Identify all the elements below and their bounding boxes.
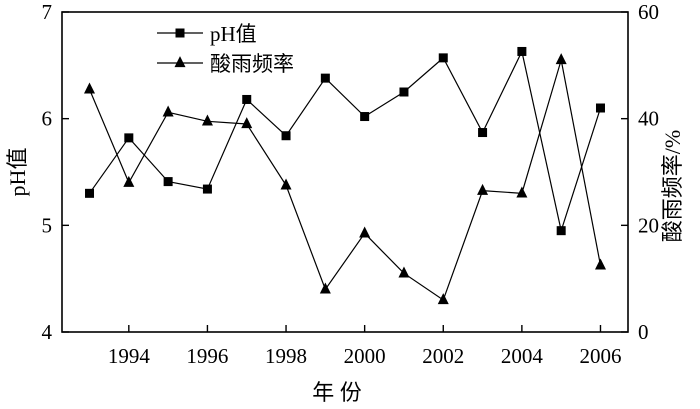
left-y-tick-label: 7	[42, 0, 53, 24]
series-2-point	[84, 82, 96, 94]
series-1-point	[320, 73, 330, 83]
plot-frame	[61, 11, 629, 333]
series-2-point	[516, 186, 528, 198]
series-1-line	[89, 49, 602, 233]
series-2-point	[437, 293, 449, 305]
x-tick-label: 2002	[422, 344, 464, 368]
x-axis-title: 年 份	[312, 380, 362, 405]
legend-item-1: pH值	[157, 22, 257, 46]
series-1-point	[360, 112, 370, 122]
series-1-point	[517, 46, 527, 56]
legend-label: 酸雨频率	[210, 52, 294, 76]
series-2-point	[162, 105, 174, 117]
series-1-point	[202, 184, 212, 194]
series-2-point	[319, 282, 331, 294]
axis-ticks: 4 5 6 7 0 20 40 60 1994 1996 1998 2000 2002 2004 2006	[42, 0, 660, 368]
left-y-tick-label: 5	[42, 213, 53, 237]
legend-marker	[175, 28, 185, 38]
axes-frame	[61, 11, 629, 333]
x-tick-label: 2006	[579, 344, 621, 368]
series-1-point	[242, 94, 252, 104]
series-layer	[84, 46, 606, 305]
left-y-tick-label: 4	[42, 320, 53, 344]
series-1-point	[556, 226, 566, 236]
series-1-point	[399, 87, 409, 97]
left-y-tick-label: 6	[42, 107, 53, 131]
series-2-point	[123, 175, 135, 187]
series-1	[85, 46, 605, 236]
series-2-point	[241, 117, 253, 129]
right-y-tick-label: 40	[638, 107, 659, 131]
series-1-point	[85, 188, 95, 198]
series-1-point	[438, 53, 448, 63]
left-y-axis-title: pH值	[5, 148, 30, 197]
x-tick-label: 2004	[501, 344, 544, 368]
series-2-point	[594, 258, 606, 270]
series-2-point	[359, 226, 371, 238]
series-2-line	[88, 59, 602, 301]
series-1-point	[595, 103, 605, 113]
x-tick-label: 2000	[344, 344, 386, 368]
right-y-tick-label: 0	[638, 320, 649, 344]
series-1-point	[163, 177, 173, 187]
series-1-point	[281, 131, 291, 141]
x-tick-label: 1994	[108, 344, 151, 368]
right-y-tick-label: 60	[638, 0, 659, 24]
series-2-point	[477, 183, 489, 195]
legend-label: pH值	[210, 22, 257, 46]
x-tick-label: 1996	[186, 344, 228, 368]
legend-marker	[174, 56, 186, 68]
series-2-point	[201, 114, 213, 126]
series-2-point	[555, 53, 567, 65]
right-y-axis-title: 酸雨频率/%	[660, 130, 685, 242]
series-2	[84, 53, 606, 305]
x-tick-label: 1998	[265, 344, 307, 368]
series-1-point	[124, 133, 134, 143]
legend-item-2: 酸雨频率	[157, 52, 294, 76]
series-1-point	[478, 128, 488, 138]
series-2-point	[398, 266, 410, 278]
right-y-tick-label: 20	[638, 213, 659, 237]
series-2-point	[280, 178, 292, 190]
